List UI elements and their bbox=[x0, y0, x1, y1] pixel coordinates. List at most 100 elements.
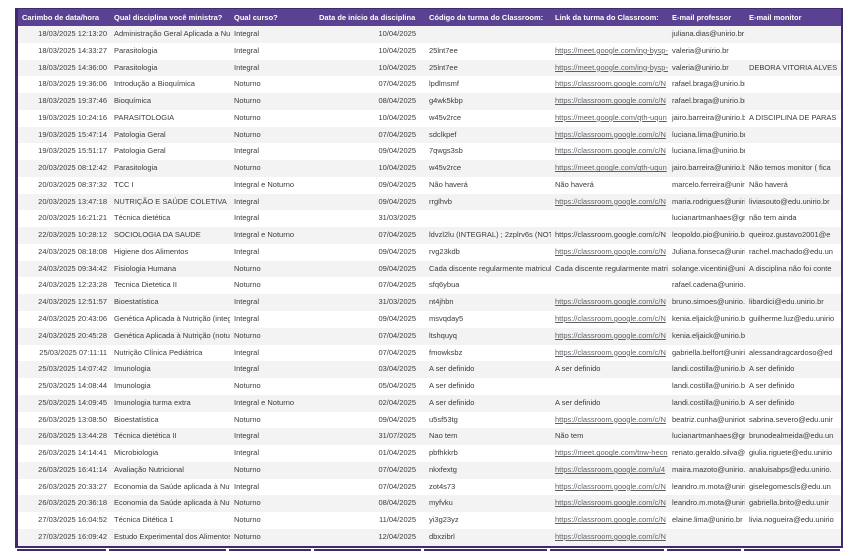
cell-professor: bruno.simoes@unirio.br bbox=[668, 294, 745, 312]
classroom-link[interactable]: https://classroom.google.com/c/N bbox=[555, 330, 666, 340]
classroom-link[interactable]: https://classroom.google.com/c/N bbox=[555, 314, 666, 324]
table-row: 24/03/2025 08:18:08 Higiene dos Alimentos… bbox=[18, 243, 841, 261]
classroom-link[interactable]: https://meet.google.com/tnw-hecn bbox=[555, 448, 668, 458]
classroom-link[interactable]: https://classroom.google.com/c/N bbox=[555, 196, 666, 206]
cell-link: https://classroom.google.com/c/N bbox=[551, 126, 668, 144]
cell-monitor: analuisabps@edu.unirio. bbox=[745, 461, 841, 479]
classroom-link[interactable]: https://classroom.google.com/c/N bbox=[555, 129, 666, 139]
cell-timestamp: 24/03/2025 08:18:08 bbox=[18, 243, 110, 261]
classroom-link[interactable]: https://classroom.google.com/c/N bbox=[555, 515, 666, 525]
classroom-link[interactable]: https://classroom.google.com/c/N bbox=[555, 481, 666, 491]
cell-inicio: 09/04/2025 bbox=[315, 143, 425, 161]
cell-inicio: 10/04/2025 bbox=[315, 160, 425, 177]
cell-inicio: 09/04/2025 bbox=[315, 311, 425, 328]
cell-disciplina: Bioestatística bbox=[110, 294, 230, 312]
cell-curso: Integral bbox=[230, 42, 315, 60]
cell-timestamp: 20/03/2025 08:12:42 bbox=[18, 160, 110, 177]
table-row: 18/03/2025 14:33:27 Parasitologia Integral… bbox=[18, 42, 841, 60]
cell-disciplina: Técnica dietética bbox=[110, 210, 230, 228]
cell-timestamp: 24/03/2025 12:23:28 bbox=[18, 277, 110, 295]
table-header: Carimbo de data/hora Qual disciplina voc… bbox=[18, 9, 841, 26]
classroom-link[interactable]: https://classroom.google.com/c/N bbox=[555, 96, 666, 106]
cell-codigo bbox=[425, 26, 551, 43]
cell-disciplina: Técnica dietética II bbox=[110, 428, 230, 446]
cell-disciplina: NUTRIÇÃO E SAÚDE COLETIVA bbox=[110, 193, 230, 211]
cell-curso: Noturno bbox=[230, 93, 315, 110]
table-row: 20/03/2025 08:12:42 Parasitologia Noturno 1… bbox=[18, 160, 841, 177]
cell-timestamp: 26/03/2025 13:44:28 bbox=[18, 428, 110, 446]
cell-professor: renato.geraldo.silva@uni bbox=[668, 445, 745, 462]
cell-curso: Noturno bbox=[230, 495, 315, 513]
cell-timestamp: 22/03/2025 10:28:12 bbox=[18, 227, 110, 244]
table-row: 26/03/2025 13:08:50 Bioestatística Noturno… bbox=[18, 411, 841, 429]
cell-curso: Integral bbox=[230, 143, 315, 161]
column-header-curso: Qual curso? bbox=[230, 9, 315, 26]
cell-professor: landi.costilla@unirio.br bbox=[668, 378, 745, 395]
cell-professor: marcelo.ferreira@unirio.b bbox=[668, 176, 745, 194]
cell-link: https://classroom.google.com/c/N bbox=[551, 512, 668, 529]
classroom-link[interactable]: https://classroom.google.com/c/N bbox=[555, 414, 666, 424]
cell-monitor: A DISCIPLINA DE PARAS bbox=[745, 109, 841, 127]
cell-curso: Noturno bbox=[230, 378, 315, 395]
classroom-link[interactable]: https://classroom.google.com/u/4 bbox=[555, 464, 666, 474]
cell-curso: Noturno bbox=[230, 512, 315, 529]
cell-inicio: 08/04/2025 bbox=[315, 495, 425, 513]
cell-monitor: rachel.machado@edu.un bbox=[745, 243, 841, 261]
cell-professor: jairo.barreira@unirio.br bbox=[668, 160, 745, 177]
cell-link: https://classroom.google.com/c/N bbox=[551, 143, 668, 161]
cell-professor: leandro.m.mota@unirio.b bbox=[668, 478, 745, 496]
cell-codigo: Nao tem bbox=[425, 428, 551, 446]
classroom-link[interactable]: https://classroom.google.com/c/N bbox=[555, 498, 666, 508]
cell-inicio: 09/04/2025 bbox=[315, 176, 425, 194]
cell-codigo bbox=[425, 210, 551, 228]
cell-professor: rafael.cadena@unirio.br bbox=[668, 277, 745, 295]
cell-disciplina: Microbiologia bbox=[110, 445, 230, 462]
cell-inicio: 09/04/2025 bbox=[315, 411, 425, 429]
classroom-link[interactable]: https://classroom.google.com/c/N bbox=[555, 531, 666, 541]
table-row: 19/03/2025 15:47:14 Patologia Geral Noturn… bbox=[18, 126, 841, 144]
cell-professor: landi.costilla@unirio.br bbox=[668, 394, 745, 412]
cell-inicio: 07/04/2025 bbox=[315, 478, 425, 496]
cell-disciplina: Nutrição Clínica Pediátrica bbox=[110, 344, 230, 362]
cell-codigo: sdclkpef bbox=[425, 126, 551, 144]
cell-disciplina: Economia da Saúde aplicada à Nutri bbox=[110, 495, 230, 513]
cell-curso: Integral e Noturno bbox=[230, 227, 315, 244]
cell-inicio: 07/04/2025 bbox=[315, 227, 425, 244]
cell-timestamp: 24/03/2025 12:51:57 bbox=[18, 294, 110, 312]
classroom-link[interactable]: https://classroom.google.com/c/N bbox=[555, 79, 666, 89]
classroom-link[interactable]: https://meet.google.com/qth-uqun bbox=[555, 112, 667, 122]
table-row: 25/03/2025 14:08:44 Imunologia Noturno 05/0… bbox=[18, 378, 841, 395]
cell-disciplina: SOCIOLOGIA DA SAUDE bbox=[110, 227, 230, 244]
table-row: 24/03/2025 12:51:57 Bioestatística Integra… bbox=[18, 294, 841, 312]
cell-codigo: msvqday5 bbox=[425, 311, 551, 328]
classroom-link[interactable]: https://meet.google.com/ing-bysp- bbox=[555, 45, 668, 55]
classroom-link[interactable]: https://classroom.google.com/c/N bbox=[555, 246, 666, 256]
classroom-link[interactable]: https://meet.google.com/ing-bysp- bbox=[555, 62, 668, 72]
cell-monitor: A ser definido bbox=[745, 394, 841, 412]
cell-professor: kenia.eljaick@unirio.br bbox=[668, 311, 745, 328]
cell-monitor: sabrina.severo@edu.unir bbox=[745, 411, 841, 429]
cell-codigo: zot4s73 bbox=[425, 478, 551, 496]
cell-disciplina: Estudo Experimental dos Alimentos bbox=[110, 528, 230, 546]
cell-link bbox=[551, 378, 668, 395]
column-header-disciplina: Qual disciplina você ministra? bbox=[110, 9, 230, 26]
cell-timestamp: 26/03/2025 20:33:27 bbox=[18, 478, 110, 496]
cell-link: https://meet.google.com/ing-bysp- bbox=[551, 42, 668, 60]
cell-curso: Integral bbox=[230, 210, 315, 228]
cell-monitor: giulia.riguete@edu.unirio bbox=[745, 445, 841, 462]
cell-professor: Juliana.fonseca@unirio.b bbox=[668, 243, 745, 261]
classroom-link[interactable]: https://meet.google.com/qth-uqun bbox=[555, 163, 667, 173]
table-row: 20/03/2025 13:47:18 NUTRIÇÃO E SAÚDE COLE… bbox=[18, 193, 841, 211]
cell-professor: maria.rodrigues@unirio.b bbox=[668, 193, 745, 211]
cell-curso: Noturno bbox=[230, 109, 315, 127]
classroom-link[interactable]: https://classroom.google.com/c/N bbox=[555, 146, 666, 156]
cell-inicio: 02/04/2025 bbox=[315, 394, 425, 412]
cell-curso: Integral bbox=[230, 294, 315, 312]
cell-monitor: queiroz.gustavo2001@e bbox=[745, 227, 841, 244]
cell-disciplina: Patologia Geral bbox=[110, 126, 230, 144]
classroom-link[interactable]: https://classroom.google.com/c/N bbox=[555, 347, 666, 357]
cell-codigo: g4wk5kbp bbox=[425, 93, 551, 110]
cell-codigo: yi3g23yz bbox=[425, 512, 551, 529]
table-row: 27/03/2025 16:09:42 Estudo Experimental d… bbox=[18, 528, 841, 546]
classroom-link[interactable]: https://classroom.google.com/c/N bbox=[555, 297, 666, 307]
